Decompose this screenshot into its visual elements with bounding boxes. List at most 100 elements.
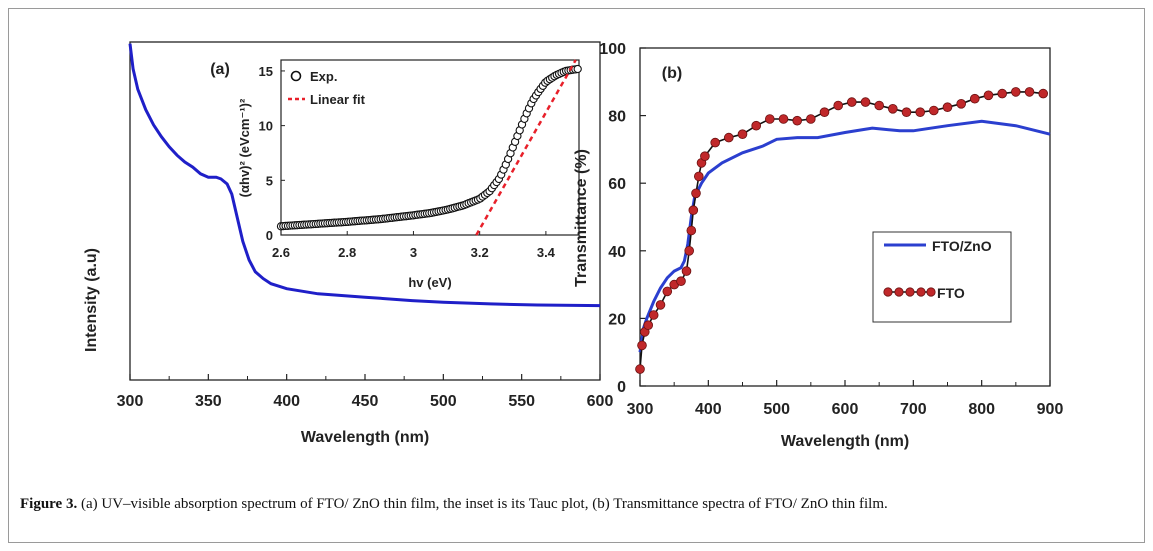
inset-ytick-label: 15	[259, 64, 273, 79]
panel-b-ytick-label: 100	[599, 41, 626, 58]
inset-exp-point	[573, 64, 582, 74]
tauc-inset: 2.6 2.8 3 3.2 3.4 0 5 10 15 hv (eV) (αhv)² (eVcm…	[237, 59, 582, 290]
panel-b-fto-point	[684, 246, 694, 256]
panel-b-fto-point	[792, 115, 802, 126]
panel-b-ytick-label: 0	[617, 379, 626, 396]
legend-fto-sample	[883, 287, 936, 297]
panel-b-xtick-label: 600	[832, 401, 859, 418]
panel-b-fto-point	[901, 107, 912, 117]
panel-a-xtick-label: 500	[430, 393, 457, 410]
panel-b-fto-point	[751, 120, 761, 131]
panel-a: (a) Wavelength (nm) Intensity (a.u) 300 3…	[83, 41, 614, 446]
panel-b-fto-point	[662, 286, 673, 297]
legend-exp-marker	[290, 70, 302, 82]
panel-b-fto-point	[915, 107, 925, 117]
panel-a-xtick-label: 550	[508, 393, 535, 410]
panel-b-fto-point	[643, 320, 653, 331]
panel-b-fto-point	[737, 129, 748, 140]
panel-b-fto-point	[691, 188, 701, 199]
panel-b-fto-point	[928, 105, 939, 116]
panel-b-ytick-label: 60	[608, 176, 626, 193]
panel-b-label: (b)	[662, 65, 682, 82]
panel-b-fto-point	[887, 104, 898, 114]
figure-frame	[8, 8, 1145, 543]
caption-text: (a) UV–visible absorption spectrum of FT…	[77, 496, 888, 512]
panel-b-fto-point	[688, 205, 699, 216]
panel-b-fto-point	[710, 137, 720, 148]
figure-caption: Figure 3. (a) UV–visible absorption spec…	[20, 495, 1130, 513]
panel-b-ticks: 300 400 500 600 700 800 900 0 20 40 60 80 100	[599, 41, 1063, 418]
panel-b-fto-point	[681, 266, 692, 276]
panel-a-xtick-label: 350	[195, 393, 222, 410]
panel-a-label: (a)	[210, 61, 230, 78]
panel-b-fto-point	[1038, 88, 1048, 99]
panel-b-fto-point	[648, 310, 659, 320]
panel-b-fto-point	[676, 276, 686, 287]
panel-b-xtick-label: 400	[695, 401, 722, 418]
panel-b-fto-point	[693, 171, 704, 182]
panel-b-fto-point	[969, 93, 980, 104]
panel-b-xtick-label: 900	[1037, 401, 1064, 418]
inset-ticks: 2.6 2.8 3 3.2 3.4 0 5 10 15	[259, 64, 556, 260]
panel-b-xlabel: Wavelength (nm)	[781, 433, 909, 450]
panel-a-xtick-label: 400	[273, 393, 300, 410]
panel-b-fto-markers	[635, 87, 1048, 374]
panel-b: (b) Wavelength (nm) Transmittance (%) 30…	[573, 41, 1063, 450]
panel-a-ylabel: Intensity (a.u)	[83, 248, 100, 352]
inset-ytick-label: 10	[259, 119, 273, 134]
panel-b-fto-point	[860, 97, 871, 107]
panel-b-fto-point	[778, 114, 789, 124]
inset-xlabel: hv (eV)	[408, 275, 451, 290]
inset-xtick-label: 2.6	[272, 245, 290, 260]
panel-a-xlabel: Wavelength (nm)	[301, 429, 429, 446]
legend-ftozno-label: FTO/ZnO	[932, 238, 992, 254]
legend-exp-label: Exp.	[310, 69, 337, 84]
inset-xtick-label: 3.4	[537, 245, 556, 260]
panel-a-absorption-line	[128, 43, 601, 308]
panel-b-fto-point	[686, 225, 697, 236]
panel-b-fto-point	[846, 97, 857, 107]
panel-b-fto-point	[983, 90, 994, 101]
inset-xtick-label: 3	[410, 245, 417, 260]
panel-b-fto-point	[874, 100, 884, 111]
panel-b-fto-point	[700, 151, 710, 162]
panel-b-fto-point	[997, 88, 1007, 99]
legend-fto-marker	[905, 287, 915, 297]
inset-axes	[280, 59, 580, 236]
inset-ytick-label: 0	[266, 228, 273, 243]
inset-linear-fit-line	[475, 59, 577, 236]
legend-fto-marker	[894, 287, 904, 297]
panel-b-fto-point	[805, 114, 816, 124]
panel-a-xtick-label: 300	[117, 393, 144, 410]
panel-b-xtick-label: 500	[763, 401, 790, 418]
panel-b-fto-point	[819, 107, 830, 117]
panel-b-ylabel: Transmittance (%)	[573, 149, 590, 287]
panel-a-xtick-label: 600	[587, 393, 614, 410]
panel-b-xtick-label: 300	[627, 401, 654, 418]
inset-xtick-label: 2.8	[338, 245, 356, 260]
panel-b-fto-point	[956, 99, 966, 109]
legend-fto-label: FTO	[937, 285, 965, 301]
panel-b-ytick-label: 80	[608, 109, 626, 126]
inset-ytick-label: 5	[266, 173, 273, 188]
panel-a-xtick-label: 450	[352, 393, 379, 410]
inset-xtick-label: 3.2	[471, 245, 489, 260]
inset-exp-points	[276, 64, 582, 231]
legend-fto-marker	[883, 287, 893, 297]
legend-fto-marker	[926, 287, 936, 297]
inset-legend: Exp. Linear fit	[288, 69, 366, 107]
legend-fit-label: Linear fit	[310, 92, 366, 107]
panel-b-fto-point	[635, 364, 645, 374]
panel-b-xtick-label: 700	[900, 401, 927, 418]
panel-a-xticks: 300 350 400 450 500 550 600	[117, 374, 614, 410]
panel-b-xtick-label: 800	[968, 401, 995, 418]
panel-b-fto-point	[637, 340, 647, 351]
panel-b-fto-point	[764, 114, 775, 124]
legend-box	[872, 231, 1012, 323]
panel-b-ftozno-line	[638, 119, 1051, 353]
panel-b-fto-point	[1024, 87, 1035, 97]
panel-b-fto-point	[655, 300, 666, 310]
panel-b-fto-point	[723, 132, 734, 143]
panel-b-fto-point	[942, 102, 953, 112]
